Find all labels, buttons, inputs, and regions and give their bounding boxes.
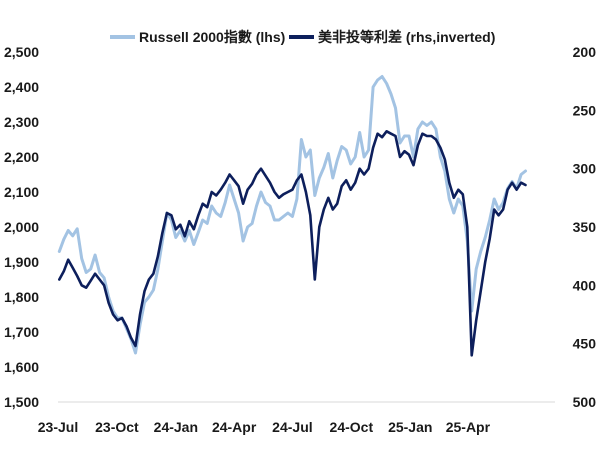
- left-axis: 1,500 1,600 1,700 1,800 1,900 2,000 2,100 2,200…: [4, 44, 39, 410]
- x-tick-labels: 23-Jul 23-Oct 24-Jan 24-Apr 24-Jul 24-Oct 25-J…: [38, 419, 491, 435]
- left-tick-label: 1,600: [4, 359, 39, 375]
- right-tick-label: 250: [573, 102, 597, 118]
- left-tick-label: 2,200: [4, 149, 39, 165]
- left-tick-label: 2,300: [4, 114, 39, 130]
- left-tick-label: 2,500: [4, 44, 39, 60]
- right-tick-label: 450: [573, 336, 597, 352]
- right-tick-label: 300: [573, 161, 597, 177]
- x-tick-label: 24-Jul: [272, 419, 312, 435]
- legend: Russell 2000指數 (lhs) 美非投等利差 (rhs,inverte…: [110, 29, 495, 45]
- right-tick-label: 350: [573, 219, 597, 235]
- x-tick-label: 24-Apr: [212, 419, 257, 435]
- x-tick-label: 24-Oct: [330, 419, 374, 435]
- left-tick-label: 1,700: [4, 324, 39, 340]
- left-tick-label: 2,400: [4, 79, 39, 95]
- series-line-russell-2000: [57, 75, 527, 355]
- x-tick-label: 25-Apr: [446, 419, 491, 435]
- left-tick-label: 2,100: [4, 184, 39, 200]
- legend-label-russell: Russell 2000指數 (lhs): [139, 29, 285, 45]
- right-tick-label: 500: [573, 394, 597, 410]
- series-line-high-yield-spread: [58, 130, 527, 357]
- x-tick-label: 24-Jan: [154, 419, 198, 435]
- right-tick-label: 400: [573, 277, 597, 293]
- x-tick-label: 23-Jul: [38, 419, 78, 435]
- left-tick-label: 1,900: [4, 254, 39, 270]
- legend-label-spread: 美非投等利差 (rhs,inverted): [318, 29, 495, 45]
- left-tick-label: 1,500: [4, 394, 39, 410]
- right-tick-label: 200: [573, 44, 597, 60]
- left-tick-label: 2,000: [4, 219, 39, 235]
- series-layer: [57, 75, 527, 357]
- left-tick-label: 1,800: [4, 289, 39, 305]
- right-axis: 200 250 300 350 400 450 500: [573, 44, 597, 410]
- x-tick-label: 23-Oct: [95, 419, 139, 435]
- x-tick-label: 25-Jan: [388, 419, 432, 435]
